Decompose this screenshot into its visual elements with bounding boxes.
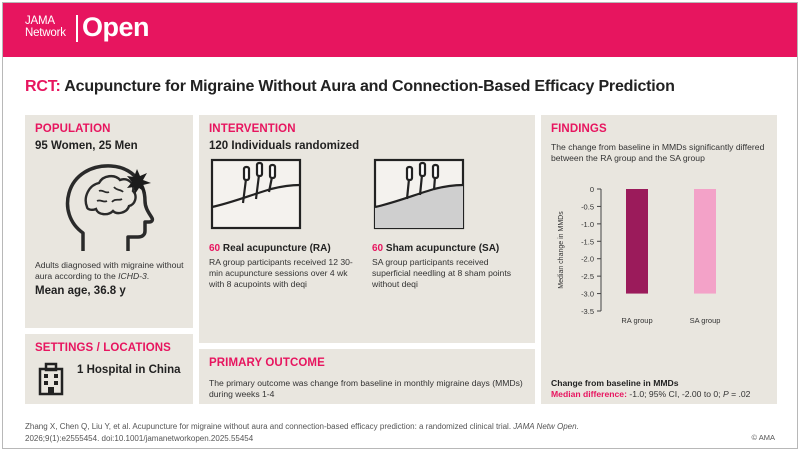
result-p-letter: P [722,389,729,399]
citation-journal: JAMA Netw Open. [513,422,579,431]
chart-category-label: SA group [690,316,721,325]
population-description-prefix: Adults diagnosed with migraine without a… [35,260,184,281]
citation-rest: 2026;9(1):e2555454. doi:10.1001/jamanetw… [25,434,254,443]
settings-heading: SETTINGS / LOCATIONS [35,342,171,354]
chart-bar-ra-group [626,189,648,294]
chart-y-tick-label: -0.5 [581,202,594,211]
settings-text: 1 Hospital in China [77,364,181,376]
chart-y-tick-label: -3.5 [581,307,594,316]
chart-bar-sa-group [694,189,716,294]
needles-sham-icon [373,158,465,230]
result-label: Change from baseline in MMDs [551,378,679,388]
findings-panel: FINDINGS The change from baseline in MMD… [541,115,777,404]
population-heading: POPULATION [35,123,111,135]
hospital-icon [38,362,64,396]
header-bar: JAMA Network Open [3,3,797,57]
primary-outcome-text: The primary outcome was change from base… [209,378,523,399]
primary-outcome-panel: PRIMARY OUTCOME The primary outcome was … [199,349,535,404]
logo-line2: Network [25,27,66,39]
title-text: Acupuncture for Migraine Without Aura an… [64,78,675,95]
arm-ra-title: 60 Real acupuncture (RA) [209,243,331,254]
population-mean-age: Mean age, 36.8 y [35,285,126,297]
population-panel: POPULATION 95 Women, 25 Men Adults diagn… [25,115,193,328]
arm-sa-name: Sham acupuncture (SA) [385,243,500,254]
population-description-suffix: . [146,271,150,281]
arm-sa-description: SA group participants received superfici… [372,257,512,289]
chart-y-tick-label: -2.0 [581,255,594,264]
findings-chart: 0 -0.5 -1.0 -1.5 -2.0 -2.5 -3.0 -3.5 Median chan… [558,185,721,325]
intervention-summary-text: 120 Individuals randomized [209,140,360,152]
chart-y-tick-label: 0 [590,185,594,194]
findings-heading: FINDINGS [551,123,607,135]
needles-real-icon [210,158,302,230]
chart-y-tick-label: -2.5 [581,272,594,281]
citation: Zhang X, Chen Q, Liu Y, et al. Acupunctu… [25,421,585,445]
population-description: Adults diagnosed with migraine without a… [35,260,187,282]
arm-sa-count: 60 [372,243,384,254]
intervention-summary: 120 Individuals randomized [209,140,359,152]
intervention-heading: INTERVENTION [209,123,296,135]
chart-y-tick-label: -3.0 [581,290,594,299]
logo-wordmark: JAMA Network [25,15,73,39]
arm-sa-title: 60 Sham acupuncture (SA) [372,243,499,254]
result-stat-label: Median difference: [551,389,627,399]
logo-open: Open [82,12,150,42]
settings-panel: SETTINGS / LOCATIONS 1 Hospital in China [25,334,193,404]
head-migraine-icon [65,164,155,251]
logo-divider [76,15,78,42]
arm-ra-name: Real acupuncture (RA) [222,243,331,254]
chart-y-tick-label: -1.5 [581,237,594,246]
result-p-value: = .02 [731,389,751,399]
findings-text: The change from baseline in MMDs signifi… [551,142,765,163]
result-stat-value: -1.0; 95% CI, -2.00 to 0; [629,389,721,399]
chart-category-label: RA group [621,316,652,325]
population-summary: 95 Women, 25 Men [35,140,138,152]
page-title: RCT: Acupuncture for Migraine Without Au… [25,78,675,96]
title-prefix: RCT: [25,78,61,95]
intervention-panel: INTERVENTION 120 Individuals randomized [199,115,535,343]
chart-y-tick-label: -1.0 [581,220,594,229]
arm-ra-description: RA group participants received 12 30-min… [209,257,353,289]
copyright: © AMA [751,433,775,442]
citation-text: Zhang X, Chen Q, Liu Y, et al. Acupunctu… [25,422,512,431]
result-stat: Median difference: -1.0; 95% CI, -2.00 t… [551,389,777,400]
primary-outcome-heading: PRIMARY OUTCOME [209,357,325,369]
population-description-ref: ICHD-3 [118,271,147,281]
arm-ra-count: 60 [209,243,221,254]
chart-y-label: Median change in MMDs [558,211,565,289]
logo-line1: JAMA [25,15,55,27]
